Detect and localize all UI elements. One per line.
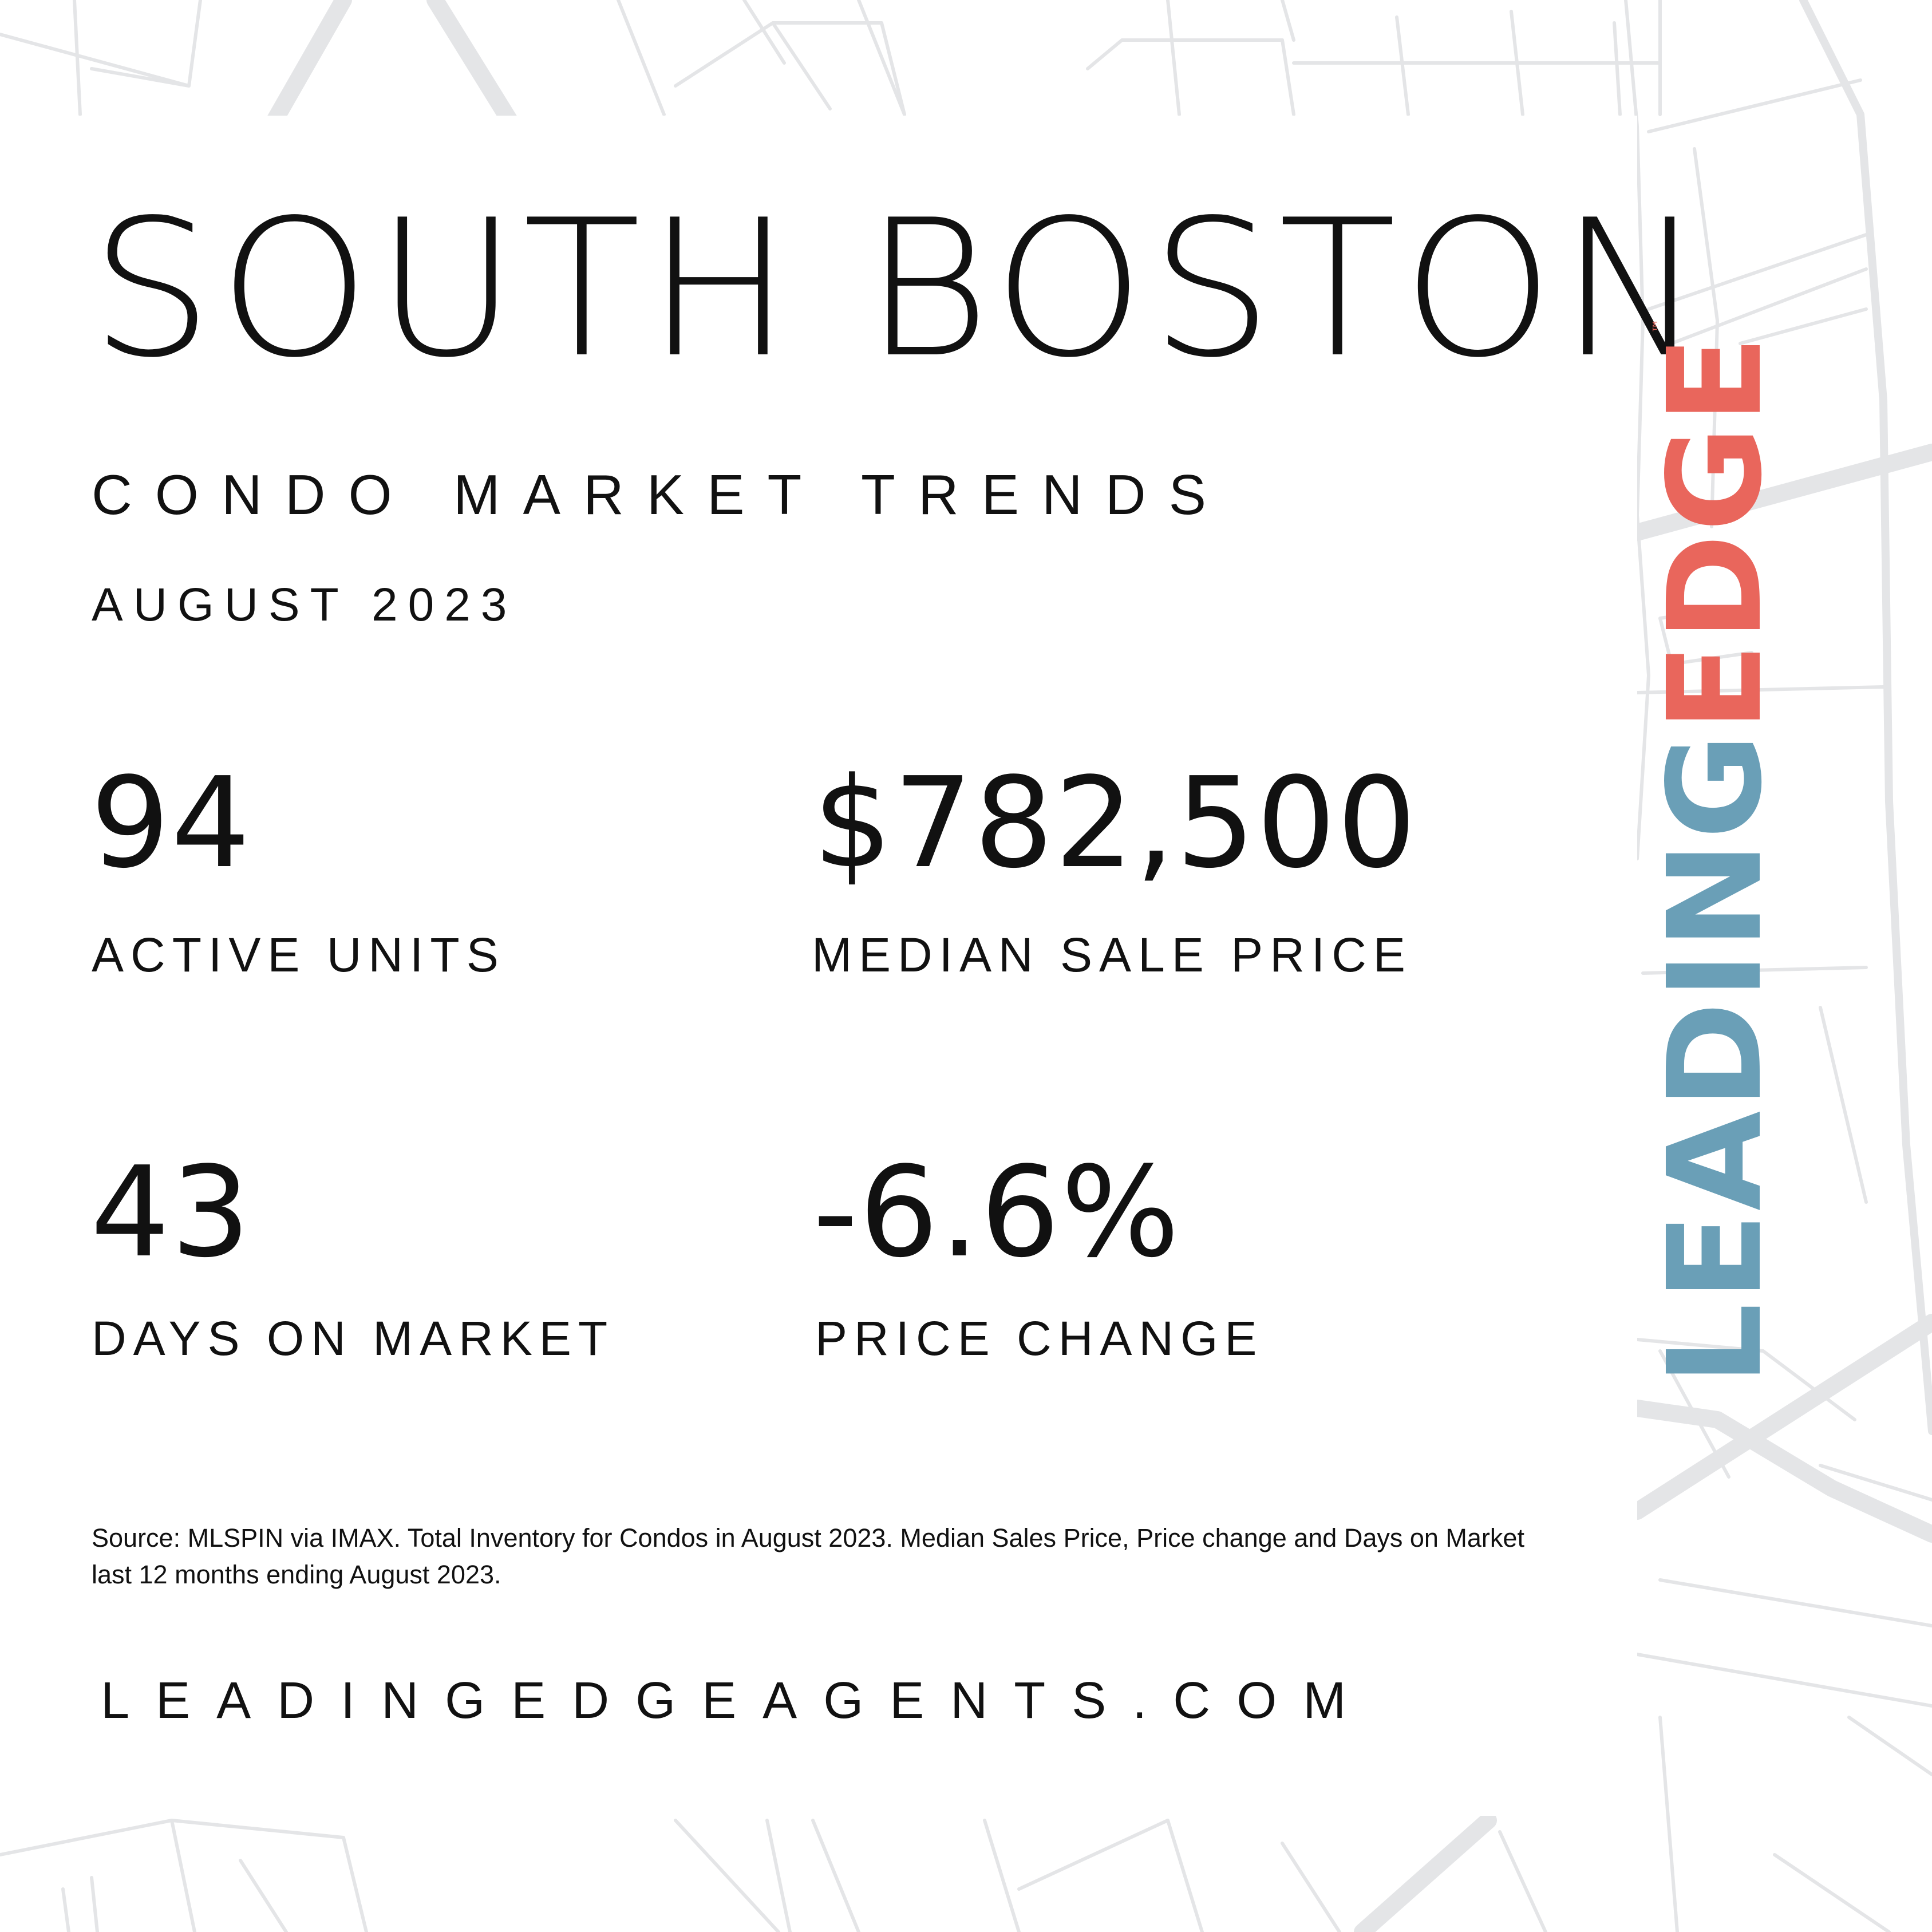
stat-value: $782,500	[813, 751, 1418, 896]
content-panel	[0, 116, 1637, 1816]
stat-label: DAYS ON MARKET	[92, 1311, 615, 1365]
leadingedge-logo: LEADINGEDGE™	[1641, 316, 1791, 1385]
logo-text-leading: LEADING	[1641, 731, 1791, 1385]
logo-text-edge: EDGE	[1641, 333, 1791, 732]
page-title: SOUTH BOSTON	[90, 179, 1710, 399]
trademark-mark: ™	[1650, 316, 1668, 334]
report-period: AUGUST 2023	[92, 579, 517, 631]
website-url: LEADINGEDGEAGENTS.COM	[101, 1672, 1373, 1729]
stat-value: -6.6%	[813, 1140, 1181, 1285]
stat-value: 94	[90, 751, 252, 896]
stat-label: MEDIAN SALE PRICE	[812, 928, 1412, 982]
report-subtitle: CONDO MARKET TRENDS	[92, 463, 1229, 526]
stat-value: 43	[90, 1140, 252, 1285]
stat-label: PRICE CHANGE	[815, 1311, 1264, 1365]
stat-label: ACTIVE UNITS	[92, 928, 505, 982]
source-note: Source: MLSPIN via IMAX. Total Inventory…	[92, 1523, 1524, 1589]
